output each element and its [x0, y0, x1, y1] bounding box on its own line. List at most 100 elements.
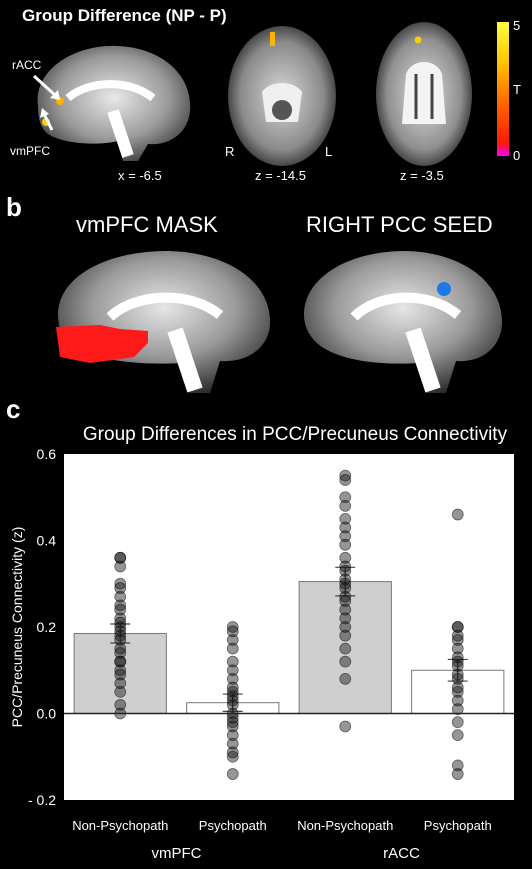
data-point: [451, 651, 464, 664]
data-point: [339, 720, 352, 733]
axial-brain-slice-2: [376, 22, 472, 166]
data-point: [339, 538, 352, 551]
vmpfc-label: vmPFC: [10, 144, 50, 158]
data-point: [114, 551, 127, 564]
data-point: [339, 642, 352, 655]
data-point: [114, 621, 127, 633]
data-point: [339, 621, 352, 633]
right-hemisphere-label: R: [225, 144, 235, 159]
data-point: [451, 694, 464, 707]
data-point: [114, 616, 127, 629]
data-point: [451, 681, 464, 694]
data-point: [226, 698, 239, 711]
colorbar: [497, 22, 509, 156]
data-point: [339, 500, 352, 512]
colorbar-label: T: [513, 82, 521, 97]
data-point: [339, 672, 352, 685]
x-tick-label: Non-Psychopath: [72, 818, 168, 833]
data-point: [226, 664, 239, 677]
x-tick-label: Non-Psychopath: [297, 818, 393, 833]
data-point: [451, 716, 464, 729]
racc-label: rACC: [12, 58, 42, 72]
data-point: [226, 768, 239, 780]
data-point: [339, 629, 352, 642]
data-point: [339, 655, 352, 668]
data-point: [451, 655, 464, 668]
data-point: [114, 634, 127, 646]
data-point: [451, 768, 464, 780]
data-point: [226, 655, 239, 668]
data-point: [339, 469, 352, 482]
group-label: rACC: [383, 845, 420, 862]
y-tick-label: - 0.2: [28, 792, 56, 808]
data-point: [114, 590, 127, 603]
data-point: [451, 672, 464, 685]
colorbar-min: 0: [513, 148, 521, 163]
data-point: [114, 642, 127, 655]
data-point: [339, 612, 352, 625]
mask-title: vmPFC MASK: [76, 212, 218, 237]
data-point: [226, 716, 239, 729]
data-point: [114, 612, 127, 625]
panel-b-letter: b: [6, 192, 22, 222]
data-point: [339, 582, 352, 594]
data-point: [226, 634, 239, 646]
data-point: [226, 737, 239, 750]
data-point: [339, 573, 352, 586]
data-point: [226, 672, 239, 685]
data-point: [226, 625, 239, 638]
pcc-seed-brain: [304, 250, 503, 393]
x-tick-label: Psychopath: [199, 818, 267, 833]
data-point: [226, 621, 239, 633]
axial-brain-slice-1: [228, 26, 336, 166]
data-point: [226, 746, 239, 759]
data-point: [226, 642, 239, 655]
left-hemisphere-label: L: [325, 144, 333, 159]
data-point: [451, 729, 464, 742]
data-point: [339, 530, 352, 543]
connectivity-chart: Group Differences in PCC/Precuneus Conne…: [0, 400, 532, 864]
data-point: [339, 564, 352, 577]
data-point: [451, 685, 464, 698]
data-point: [339, 491, 352, 504]
chart-svg: Group Differences in PCC/Precuneus Conne…: [9, 424, 514, 862]
data-point: [339, 521, 352, 534]
data-point: [339, 577, 352, 590]
bar: [298, 581, 392, 714]
y-tick-label: 0.0: [37, 706, 57, 722]
data-point: [339, 590, 352, 603]
data-point: [451, 660, 464, 672]
data-point: [114, 698, 127, 711]
data-point: [339, 603, 352, 616]
x-tick-label: Psychopath: [424, 818, 492, 833]
bar: [73, 632, 167, 714]
data-point: [114, 560, 127, 573]
data-point: [226, 681, 239, 694]
y-axis-label: PCC/Precuneus Connectivity (z): [9, 527, 25, 728]
panel-a-title: Group Difference (NP - P): [22, 6, 227, 25]
data-point: [226, 694, 239, 707]
group-label: vmPFC: [152, 845, 202, 862]
slice-label-1: x = -6.5: [118, 168, 162, 183]
data-point: [114, 603, 127, 616]
data-point: [114, 664, 127, 677]
data-point: [339, 551, 352, 564]
y-tick-label: 0.6: [37, 446, 57, 462]
data-point: [226, 720, 239, 733]
y-tick-label: 0.4: [37, 533, 57, 549]
data-point: [226, 750, 239, 763]
data-point: [226, 685, 239, 698]
chart-title: Group Differences in PCC/Precuneus Conne…: [83, 424, 508, 445]
panel-c-letter: c: [6, 394, 21, 424]
data-point: [114, 677, 127, 690]
data-point: [114, 625, 127, 638]
slice-label-3: z = -3.5: [400, 168, 444, 183]
data-point: [114, 668, 127, 681]
colorbar-max: 5: [513, 18, 521, 33]
data-point: [339, 474, 352, 486]
data-point: [114, 647, 127, 659]
plot-area: [64, 454, 514, 800]
data-point: [451, 759, 464, 772]
data-point: [451, 621, 464, 633]
data-point: [339, 560, 352, 573]
